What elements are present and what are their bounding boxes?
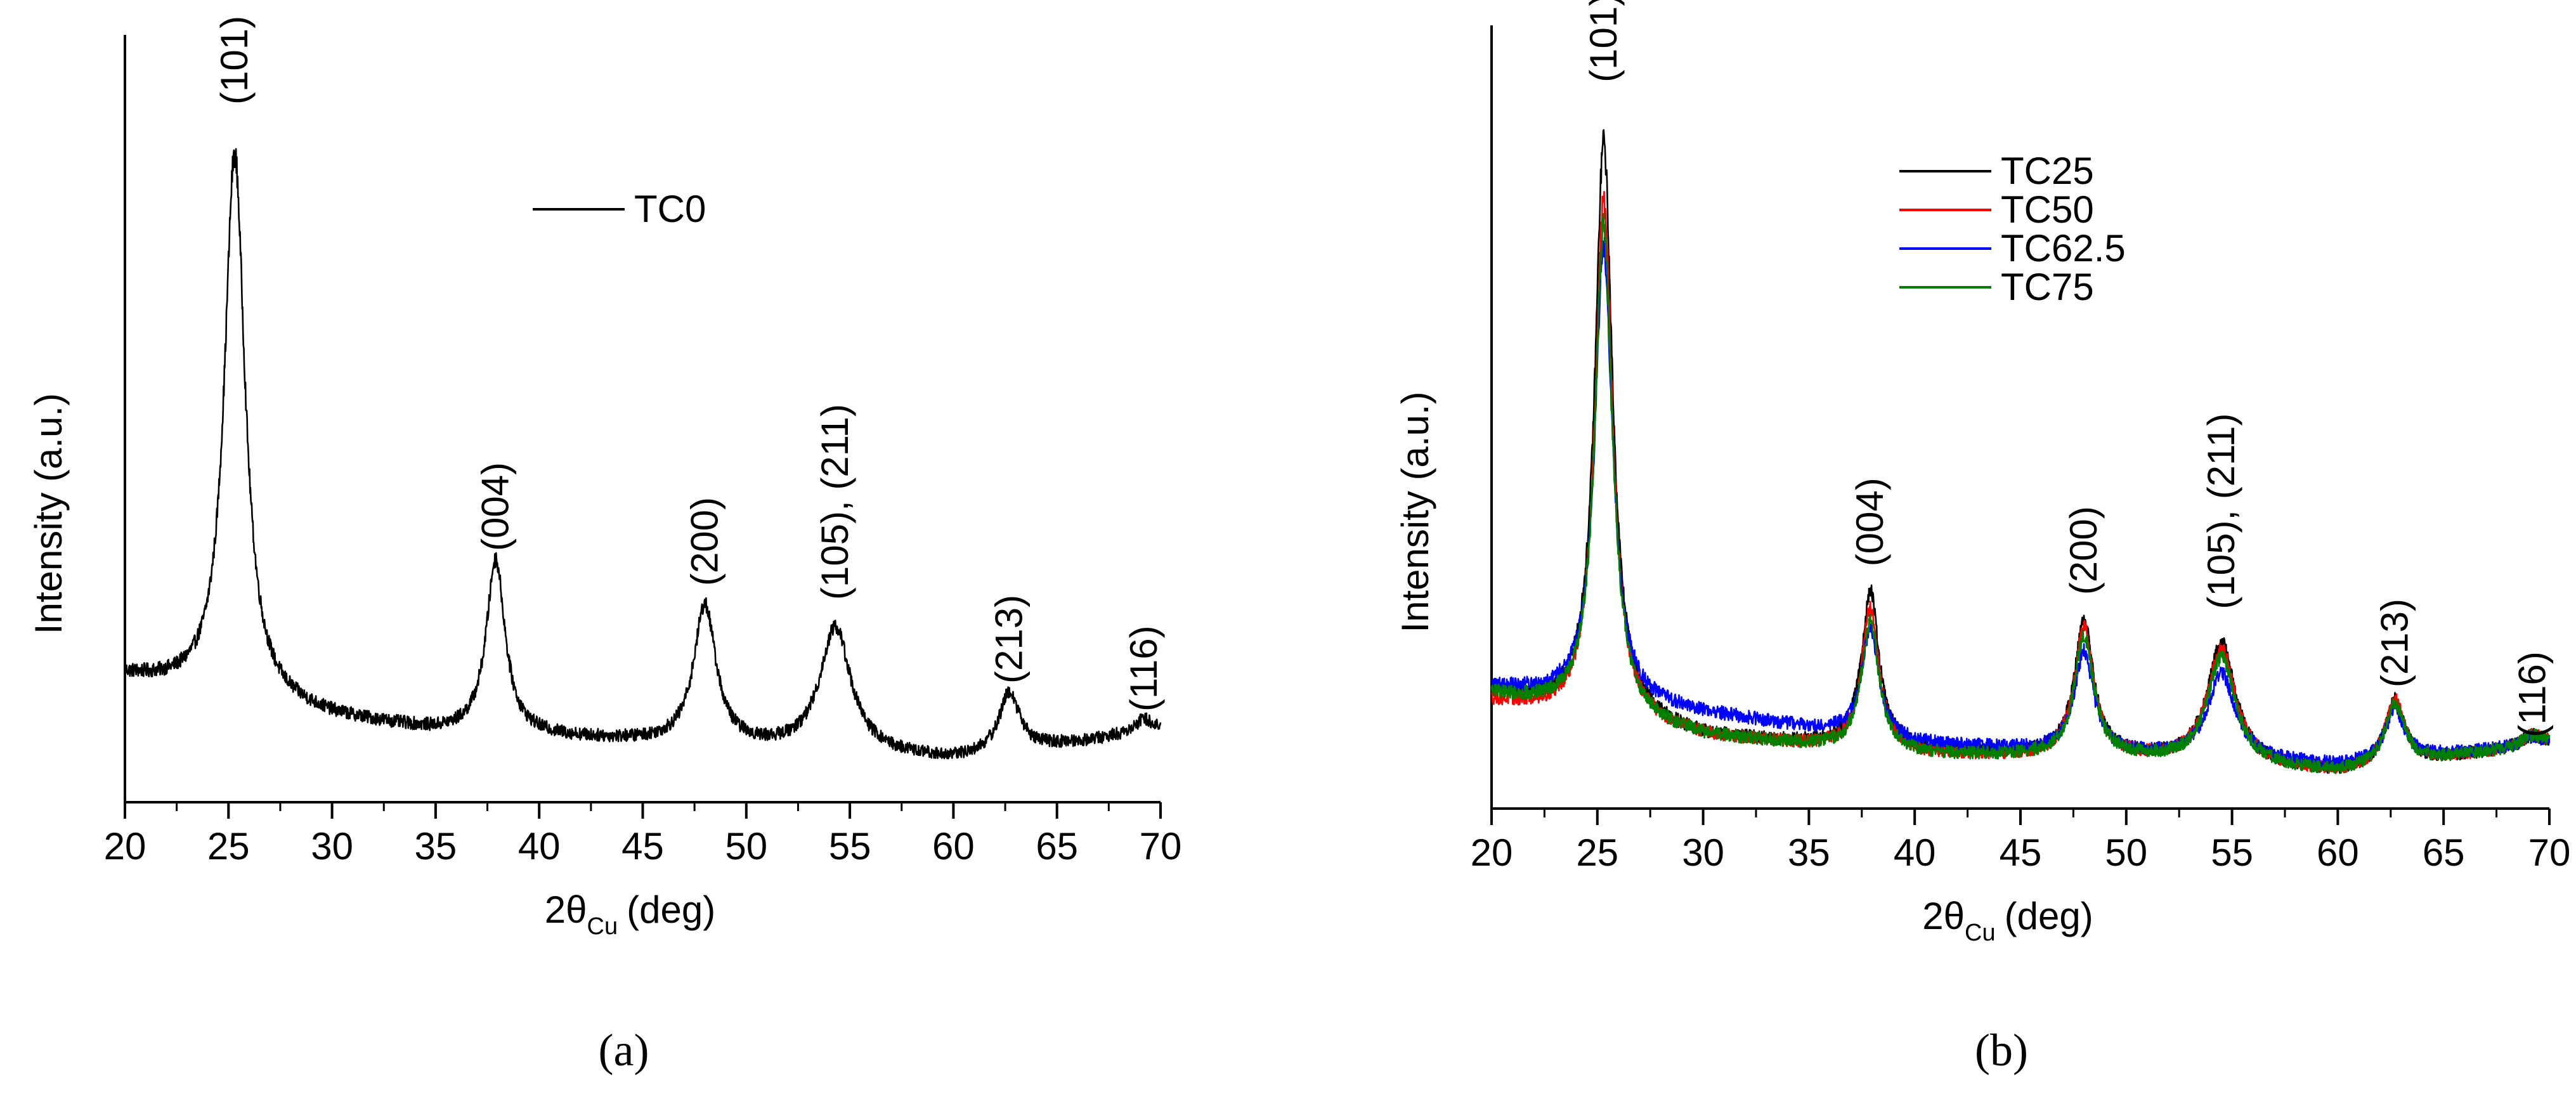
x-tick-label: 55	[2211, 831, 2253, 874]
series-line-tc75	[1490, 212, 2551, 774]
peak-label: (105), (211)	[2200, 413, 2242, 609]
legend-label: TC0	[634, 188, 706, 230]
x-axis-label: 2θCu (deg)	[1922, 895, 2093, 946]
peak-label: (101)	[213, 16, 256, 105]
x-tick-label: 35	[1788, 831, 1830, 874]
panel-a: 20 25 30 35 40 45 50 55 60 65 70 (101) (004) (200) (10…	[27, 16, 1181, 1076]
peak-label: (101)	[1582, 0, 1625, 82]
peak-label: (116)	[1122, 625, 1165, 712]
x-tick-label: 25	[1576, 831, 1618, 874]
peak-label: (116)	[2511, 651, 2553, 738]
x-tick-label: 30	[311, 825, 353, 868]
y-axis-label: Intensity (a.u.)	[1394, 391, 1436, 632]
x-tick-label: 20	[104, 825, 146, 868]
x-tick-label: 40	[1894, 831, 1936, 874]
x-tick-label: 50	[2105, 831, 2147, 874]
panel-label: (a)	[599, 1025, 649, 1076]
peak-label: (213)	[2373, 599, 2416, 687]
x-tick-label: 55	[829, 825, 871, 868]
x-tick-label: 45	[2000, 831, 2042, 874]
legend-label: TC62.5	[2001, 227, 2126, 270]
x-tick-label: 40	[518, 825, 561, 868]
x-tick-label: 45	[621, 825, 664, 868]
peak-label: (004)	[1849, 478, 1891, 566]
series-line-tc62-5	[1490, 237, 2551, 769]
x-tick-label: 70	[1140, 825, 1182, 868]
x-tick-label: 65	[2423, 831, 2465, 874]
peak-label: (105), (211)	[814, 404, 856, 600]
y-axis-label: Intensity (a.u.)	[27, 393, 70, 634]
x-tick-label: 60	[2317, 831, 2359, 874]
legend-label: TC75	[2001, 266, 2094, 308]
peak-label: (200)	[683, 497, 725, 586]
peak-label: (200)	[2062, 506, 2105, 595]
x-tick-label: 30	[1682, 831, 1724, 874]
x-tick-label: 25	[207, 825, 250, 868]
legend-label: TC25	[2001, 150, 2094, 192]
legend-label: TC50	[2001, 188, 2094, 231]
x-tick-label: 50	[725, 825, 767, 868]
x-tick-label: 60	[932, 825, 975, 868]
x-axis-label: 2θCu (deg)	[545, 888, 715, 940]
peak-label: (213)	[988, 595, 1031, 684]
peak-label: (004)	[474, 462, 517, 551]
x-tick-label: 20	[1471, 831, 1513, 874]
panel-label: (b)	[1975, 1025, 2028, 1076]
x-tick-label: 70	[2528, 831, 2571, 874]
x-tick-label: 35	[415, 825, 457, 868]
series-line-tc0	[124, 148, 1162, 760]
x-tick-label: 65	[1036, 825, 1078, 868]
panel-b: 20 25 30 35 40 45 50 55 60 65 70 (101) (004) (200) (10…	[1394, 0, 2570, 1076]
